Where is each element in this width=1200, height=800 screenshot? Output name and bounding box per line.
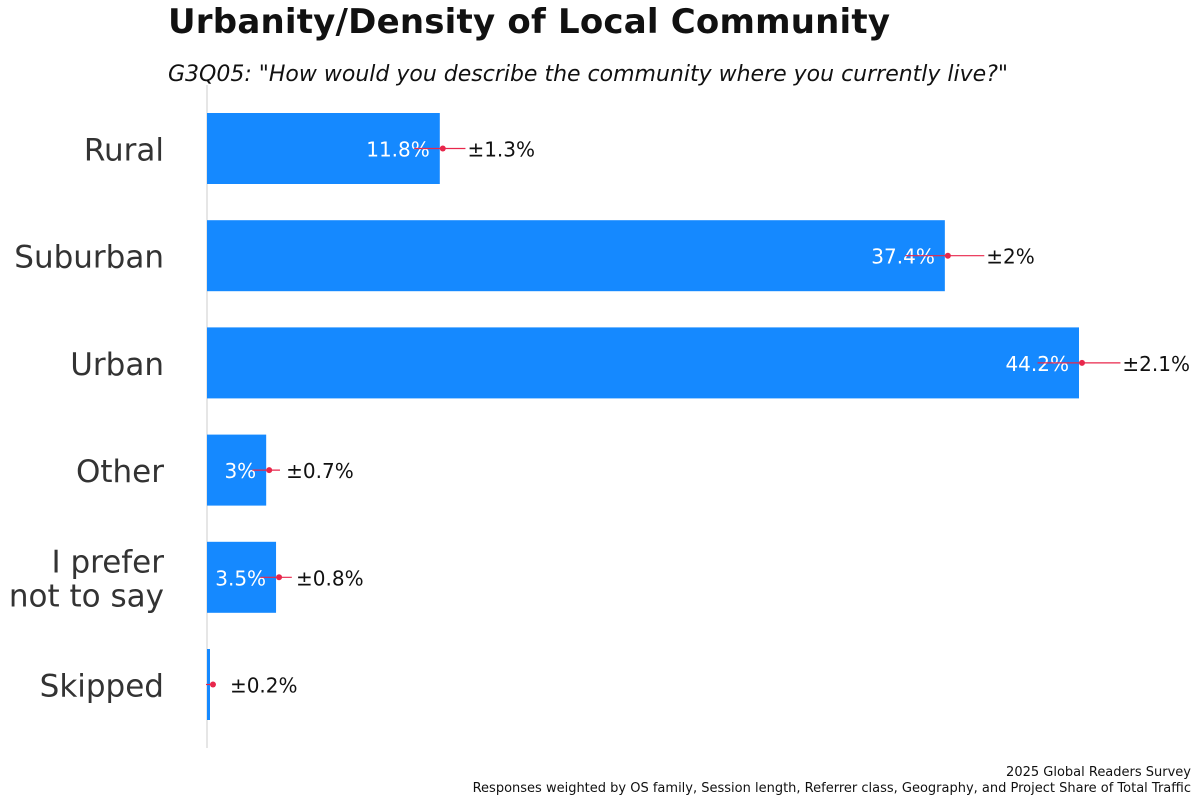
error-label: ±0.2% xyxy=(230,674,298,698)
footer-note: Responses weighted by OS family, Session… xyxy=(472,781,1191,796)
chart-footer: 2025 Global Readers Survey Responses wei… xyxy=(473,765,1191,797)
error-label: ±0.7% xyxy=(286,459,354,483)
bar xyxy=(207,327,1079,399)
error-point xyxy=(1079,359,1085,366)
error-point xyxy=(944,252,951,259)
value-label: 11.8% xyxy=(366,138,430,162)
error-label: ±0.8% xyxy=(296,566,364,590)
category-label: Suburban xyxy=(14,240,164,276)
error-label: ±2.1% xyxy=(1122,352,1190,376)
category-label: Other xyxy=(76,454,164,490)
error-point xyxy=(439,145,446,152)
chart-title: Urbanity/Density of Local Community xyxy=(168,2,891,42)
error-point xyxy=(209,681,216,688)
error-label: ±1.3% xyxy=(467,138,535,162)
category-label: Rural xyxy=(84,133,164,169)
error-point xyxy=(266,467,273,474)
category-label: Skipped xyxy=(40,669,164,705)
value-label: 3% xyxy=(224,459,256,483)
chart-subtitle: G3Q05: "How would you describe the commu… xyxy=(168,62,1009,87)
category-label: not to say xyxy=(9,578,164,614)
bar xyxy=(207,113,440,184)
value-label: 37.4% xyxy=(871,245,935,269)
footer-source: 2025 Global Readers Survey xyxy=(1006,765,1191,780)
value-label: 3.5% xyxy=(215,566,266,590)
value-label: 44.2% xyxy=(1005,352,1069,376)
error-label: ±2% xyxy=(986,245,1035,269)
category-label: I prefer xyxy=(51,544,164,580)
bar xyxy=(207,220,945,292)
category-label: Urban xyxy=(70,347,164,383)
error-point xyxy=(276,574,283,581)
